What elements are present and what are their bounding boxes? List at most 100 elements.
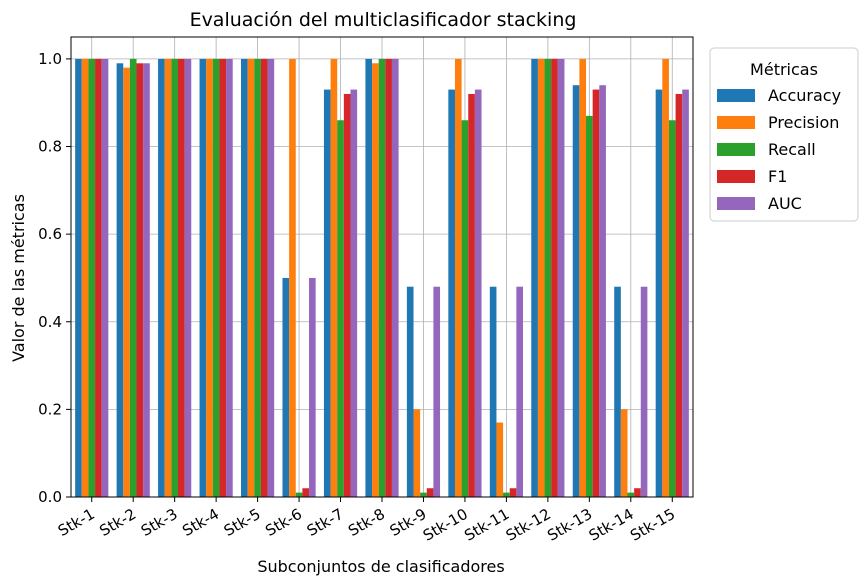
- x-axis: Stk-1Stk-2Stk-3Stk-4Stk-5Stk-6Stk-7Stk-8…: [55, 497, 678, 545]
- x-tick-label: Stk-14: [586, 505, 637, 545]
- legend-swatch: [717, 89, 755, 102]
- bar-auc: [143, 63, 150, 498]
- bar-precision: [662, 58, 669, 498]
- bar-recall: [461, 120, 469, 497]
- bar-auc: [516, 286, 523, 497]
- bar-auc: [474, 89, 482, 498]
- x-tick-label: Stk-10: [420, 505, 471, 545]
- bar-precision: [496, 422, 504, 497]
- bar-accuracy: [655, 89, 663, 498]
- bar-precision: [413, 409, 421, 497]
- bar-f1: [219, 58, 227, 498]
- bar-recall: [503, 492, 510, 497]
- bar-precision: [620, 409, 628, 497]
- bar-precision: [81, 58, 89, 498]
- bar-auc: [309, 277, 316, 497]
- y-tick-label: 0.8: [38, 138, 62, 156]
- legend-swatch: [717, 143, 755, 156]
- bar-auc: [640, 286, 648, 497]
- bar-auc: [557, 58, 565, 498]
- bar-recall: [586, 115, 593, 497]
- x-tick-label: Stk-13: [544, 505, 595, 545]
- bar-accuracy: [531, 58, 538, 498]
- bar-precision: [537, 58, 545, 498]
- bar-recall: [254, 58, 261, 498]
- bar-recall: [378, 58, 386, 498]
- bar-f1: [551, 58, 558, 498]
- bar-recall: [295, 492, 303, 497]
- bar-precision: [289, 58, 296, 498]
- bar-accuracy: [199, 58, 207, 498]
- bar-recall: [627, 492, 635, 497]
- x-tick-label: Stk-8: [345, 505, 388, 540]
- bar-accuracy: [365, 58, 373, 498]
- bar-auc: [226, 58, 233, 498]
- bar-accuracy: [158, 58, 165, 498]
- bar-accuracy: [406, 286, 414, 497]
- bar-auc: [599, 85, 606, 497]
- bar-accuracy: [489, 286, 497, 497]
- bar-auc: [101, 58, 109, 498]
- bar-f1: [136, 63, 144, 498]
- bar-recall: [171, 58, 178, 498]
- bar-accuracy: [323, 89, 331, 498]
- bar-precision: [247, 58, 255, 498]
- y-axis-title: Valor de las métricas: [9, 194, 28, 362]
- y-tick-label: 0.6: [38, 225, 62, 243]
- legend-swatch: [717, 197, 755, 210]
- bar-recall: [420, 492, 427, 497]
- legend-label: Recall: [768, 140, 816, 159]
- x-tick-label: Stk-1: [55, 505, 98, 540]
- bars-group: [75, 58, 689, 498]
- bar-recall: [129, 58, 137, 498]
- bar-f1: [426, 488, 434, 497]
- bar-accuracy: [241, 58, 248, 498]
- bar-f1: [675, 93, 683, 497]
- bar-f1: [634, 488, 641, 497]
- bar-precision: [123, 67, 130, 498]
- legend-label: Accuracy: [768, 86, 841, 105]
- bar-auc: [391, 58, 399, 498]
- x-tick-label: Stk-6: [262, 505, 305, 540]
- bar-auc: [267, 58, 275, 498]
- bar-precision: [454, 58, 462, 498]
- bar-f1: [95, 58, 102, 498]
- bar-f1: [260, 58, 268, 498]
- x-tick-label: Stk-5: [221, 505, 264, 540]
- y-axis: 0.0 0.2 0.4 0.6 0.8 1.0: [38, 50, 71, 506]
- bar-auc: [350, 89, 358, 498]
- bar-f1: [343, 93, 351, 497]
- bar-recall: [668, 120, 676, 497]
- x-tick-label: Stk-4: [179, 505, 222, 540]
- bar-precision: [164, 58, 172, 498]
- y-tick-label: 0.2: [38, 400, 62, 418]
- bar-accuracy: [572, 85, 580, 497]
- legend-label: Precision: [768, 113, 839, 132]
- bar-auc: [184, 58, 192, 498]
- y-tick-label: 1.0: [38, 50, 62, 68]
- legend-label: F1: [768, 167, 787, 186]
- x-tick-label: Stk-12: [503, 505, 554, 545]
- chart-title: Evaluación del multiclasificador stackin…: [190, 9, 577, 31]
- legend-swatch: [717, 116, 755, 129]
- legend-label: AUC: [768, 194, 802, 213]
- bar-f1: [302, 488, 310, 497]
- bar-precision: [206, 58, 213, 498]
- bar-accuracy: [116, 63, 124, 498]
- bar-accuracy: [614, 286, 621, 497]
- bar-f1: [468, 93, 475, 497]
- x-tick-label: Stk-2: [96, 505, 139, 540]
- x-tick-label: Stk-11: [461, 505, 512, 545]
- x-tick-label: Stk-15: [627, 505, 678, 545]
- y-tick-label: 0.4: [38, 313, 62, 331]
- bar-accuracy: [282, 277, 290, 497]
- legend: Métricas Accuracy Precision Recall F1 AUC: [709, 47, 859, 222]
- bar-recall: [544, 58, 552, 498]
- bar-auc: [682, 89, 689, 498]
- bar-f1: [509, 488, 517, 497]
- x-tick-label: Stk-3: [138, 505, 181, 540]
- legend-swatch: [717, 170, 755, 183]
- bar-recall: [212, 58, 220, 498]
- bar-precision: [330, 58, 338, 498]
